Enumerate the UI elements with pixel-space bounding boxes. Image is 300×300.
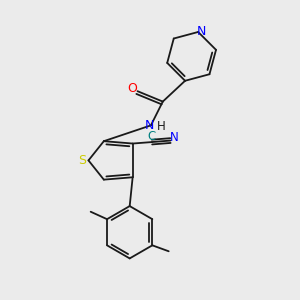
Text: O: O [127, 82, 137, 95]
Text: N: N [169, 131, 178, 144]
Text: N: N [145, 119, 154, 132]
Text: H: H [157, 120, 166, 133]
Text: S: S [78, 154, 86, 167]
Text: C: C [148, 130, 156, 143]
Text: N: N [197, 26, 206, 38]
